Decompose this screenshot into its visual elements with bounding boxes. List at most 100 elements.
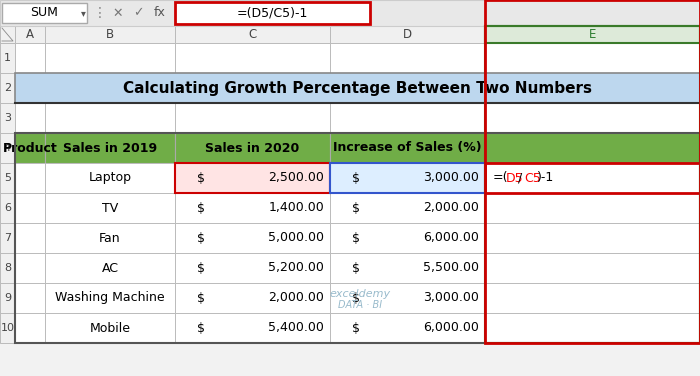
- Bar: [15, 193, 45, 223]
- Bar: [15, 103, 45, 133]
- Text: B: B: [106, 28, 114, 41]
- Text: 3: 3: [4, 113, 11, 123]
- Text: $: $: [197, 171, 205, 185]
- Text: Washing Machine: Washing Machine: [55, 291, 164, 305]
- Text: 8: 8: [4, 263, 11, 273]
- Bar: [0, 253, 15, 283]
- Bar: [175, 163, 330, 193]
- Bar: [175, 43, 330, 73]
- Text: $: $: [352, 261, 360, 274]
- Text: 2,000.00: 2,000.00: [268, 291, 324, 305]
- Text: =(: =(: [493, 171, 508, 185]
- Bar: [330, 283, 485, 313]
- Text: $: $: [352, 171, 360, 185]
- Bar: [0, 133, 15, 163]
- Bar: [15, 313, 45, 343]
- Bar: [330, 193, 485, 223]
- Text: 9: 9: [4, 293, 11, 303]
- Text: $: $: [197, 261, 205, 274]
- Bar: [0, 103, 15, 133]
- Bar: [45, 253, 175, 283]
- Text: DATA · BI: DATA · BI: [338, 300, 382, 310]
- Bar: [485, 193, 700, 223]
- Bar: [485, 313, 700, 343]
- Bar: [175, 313, 330, 343]
- Bar: [175, 223, 330, 253]
- Bar: [485, 43, 700, 73]
- Text: Sales in 2020: Sales in 2020: [205, 141, 300, 155]
- Text: $: $: [352, 291, 360, 305]
- Bar: [45, 103, 175, 133]
- Text: 7: 7: [4, 233, 11, 243]
- Bar: [330, 26, 485, 43]
- Text: 3,000.00: 3,000.00: [423, 291, 479, 305]
- Bar: [45, 26, 175, 43]
- Bar: [485, 26, 700, 43]
- Text: D: D: [403, 28, 412, 41]
- Text: ✓: ✓: [133, 6, 144, 20]
- Text: 1: 1: [4, 53, 11, 63]
- Bar: [0, 193, 15, 223]
- Bar: [0, 313, 15, 343]
- Bar: [45, 223, 175, 253]
- Text: fx: fx: [154, 6, 166, 20]
- Bar: [2, 3, 87, 23]
- Text: Mobile: Mobile: [90, 321, 130, 335]
- Bar: [15, 133, 45, 163]
- Bar: [330, 133, 485, 163]
- Bar: [15, 133, 700, 343]
- Text: 1,400.00: 1,400.00: [268, 202, 324, 214]
- Text: $: $: [352, 321, 360, 335]
- Bar: [485, 26, 700, 343]
- Text: D5: D5: [505, 171, 523, 185]
- Text: Product: Product: [3, 141, 57, 155]
- Text: ⋮: ⋮: [93, 6, 107, 20]
- Text: exceldemy: exceldemy: [330, 289, 391, 299]
- Bar: [485, 283, 700, 313]
- Text: Sales in 2019: Sales in 2019: [63, 141, 157, 155]
- Text: E: E: [589, 28, 596, 41]
- Text: 2,000.00: 2,000.00: [423, 202, 479, 214]
- Text: $: $: [352, 202, 360, 214]
- Bar: [45, 193, 175, 223]
- Bar: [0, 26, 15, 43]
- Text: $: $: [197, 232, 205, 244]
- Text: ✕: ✕: [113, 6, 123, 20]
- Bar: [175, 253, 330, 283]
- Text: 3,000.00: 3,000.00: [423, 171, 479, 185]
- Bar: [175, 26, 330, 43]
- Bar: [0, 283, 15, 313]
- Bar: [175, 2, 370, 24]
- Bar: [330, 253, 485, 283]
- Text: 6,000.00: 6,000.00: [423, 321, 479, 335]
- Text: ▾: ▾: [80, 8, 85, 18]
- Text: SUM: SUM: [30, 6, 58, 20]
- Text: 6,000.00: 6,000.00: [423, 232, 479, 244]
- Bar: [45, 313, 175, 343]
- Text: A: A: [26, 28, 34, 41]
- Bar: [485, 223, 700, 253]
- Bar: [485, 133, 700, 163]
- Text: 5,200.00: 5,200.00: [268, 261, 324, 274]
- Text: /: /: [518, 171, 522, 185]
- Text: Laptop: Laptop: [88, 171, 132, 185]
- Bar: [45, 133, 175, 163]
- Text: 5,400.00: 5,400.00: [268, 321, 324, 335]
- Bar: [485, 103, 700, 133]
- Text: AC: AC: [102, 261, 118, 274]
- Bar: [330, 313, 485, 343]
- Text: =(D5/C5)-1: =(D5/C5)-1: [237, 6, 308, 20]
- Bar: [0, 223, 15, 253]
- Text: Fan: Fan: [99, 232, 121, 244]
- Bar: [0, 0, 700, 26]
- Bar: [45, 163, 175, 193]
- Text: 2,500.00: 2,500.00: [268, 171, 324, 185]
- Bar: [330, 43, 485, 73]
- Bar: [330, 223, 485, 253]
- Bar: [15, 163, 45, 193]
- Text: C: C: [248, 28, 257, 41]
- Bar: [485, 0, 700, 343]
- Bar: [45, 43, 175, 73]
- Bar: [15, 283, 45, 313]
- Bar: [15, 253, 45, 283]
